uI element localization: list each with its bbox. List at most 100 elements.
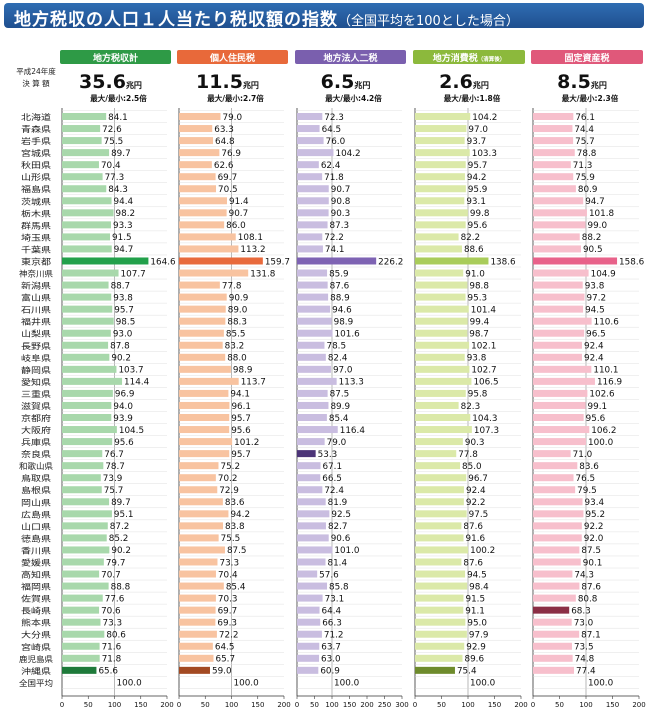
data-label: 78.8 [577, 149, 597, 159]
bar [62, 149, 110, 157]
bar [179, 462, 219, 470]
panel-header [60, 50, 171, 64]
category-label: 熊本県 [21, 618, 51, 628]
data-label: 94.1 [230, 390, 250, 400]
bar [297, 137, 324, 145]
bar [533, 113, 574, 120]
data-label: 94.5 [467, 570, 487, 580]
bar [297, 582, 328, 590]
data-label: 82.2 [461, 233, 481, 243]
bar [415, 534, 464, 542]
bar [62, 498, 110, 506]
category-label: 千葉県 [21, 244, 51, 254]
data-label: 77.6 [105, 594, 125, 604]
data-label: 92.9 [466, 643, 486, 653]
bar [415, 389, 466, 397]
bar [62, 534, 107, 542]
category-label: 広島県 [21, 509, 51, 519]
data-label: 93.9 [113, 414, 133, 424]
bar [533, 389, 588, 397]
chart-subtitle: （全国平均を100とした場合） [338, 14, 519, 29]
bar [62, 173, 103, 181]
data-label: 95.7 [468, 161, 488, 171]
data-label: 94.7 [585, 197, 605, 207]
tick-label: 150 [606, 701, 619, 709]
bar [415, 450, 457, 458]
data-label: 93.8 [113, 293, 133, 303]
data-label: 87.8 [110, 342, 130, 352]
panel-total-unit: 兆円 [126, 80, 142, 90]
bar [415, 666, 455, 674]
bar [415, 606, 464, 614]
bar [415, 546, 469, 554]
bar [415, 618, 466, 626]
category-label: 茨城県 [21, 196, 51, 206]
data-label: 85.8 [329, 582, 349, 592]
data-label: 64.8 [215, 137, 235, 147]
data-label: 101.2 [234, 438, 259, 448]
data-label: 101.0 [334, 546, 360, 556]
data-label: 96.1 [231, 402, 251, 412]
bar [415, 582, 468, 590]
bar [62, 474, 101, 482]
bar [179, 630, 217, 638]
data-label: 69.3 [217, 618, 237, 628]
bar [297, 305, 331, 313]
data-label: 89.9 [330, 402, 350, 412]
data-label: 77.8 [458, 450, 478, 460]
data-label: 102.6 [589, 390, 615, 400]
tick-label: 250 [378, 701, 391, 709]
bar [179, 414, 230, 421]
data-label: 103.3 [472, 149, 497, 159]
bar [62, 305, 113, 313]
bar [415, 197, 465, 205]
bar [62, 317, 114, 325]
bar [179, 486, 218, 494]
data-label: 70.7 [101, 570, 121, 580]
data-label: 93.3 [113, 221, 133, 231]
bar [62, 450, 103, 458]
panel-header [295, 50, 406, 64]
bar [415, 281, 468, 289]
panel-header [531, 50, 643, 64]
data-label: 62.6 [214, 161, 234, 171]
bar [179, 341, 223, 349]
data-label: 113.2 [240, 245, 265, 255]
panel-total-unit: 兆円 [591, 80, 607, 90]
bar [297, 197, 329, 205]
data-label: 87.6 [330, 281, 350, 291]
category-label: 佐賀県 [21, 594, 51, 604]
data-label: 69.7 [218, 173, 238, 183]
data-label: 89.7 [111, 149, 131, 159]
bar [297, 341, 325, 349]
bar [415, 317, 468, 325]
data-label: 87.6 [463, 558, 483, 568]
data-label: 95.6 [114, 438, 134, 448]
data-label: 92.4 [584, 354, 604, 364]
bar [533, 137, 574, 145]
bar [179, 221, 225, 229]
bar [297, 173, 323, 181]
data-label: 82.4 [328, 354, 348, 364]
data-label: 158.6 [619, 257, 645, 267]
bar [62, 125, 101, 133]
data-label: 76.1 [575, 113, 595, 123]
bar [297, 269, 328, 277]
data-label: 72.6 [102, 125, 122, 135]
tick-label: 200 [277, 701, 290, 709]
data-label: 75.7 [104, 486, 124, 496]
bar [179, 293, 227, 301]
bar [533, 498, 583, 506]
bar [533, 594, 576, 602]
data-label: 70.5 [218, 185, 238, 195]
data-label: 92.4 [466, 486, 486, 496]
bar [533, 606, 570, 614]
category-label: 京都府 [21, 413, 51, 423]
bar [415, 654, 463, 662]
bar [297, 486, 323, 494]
bar [415, 245, 462, 253]
bar [179, 329, 224, 337]
bar [415, 522, 462, 530]
tick-label: 150 [488, 701, 501, 709]
data-label: 113.7 [241, 378, 266, 388]
